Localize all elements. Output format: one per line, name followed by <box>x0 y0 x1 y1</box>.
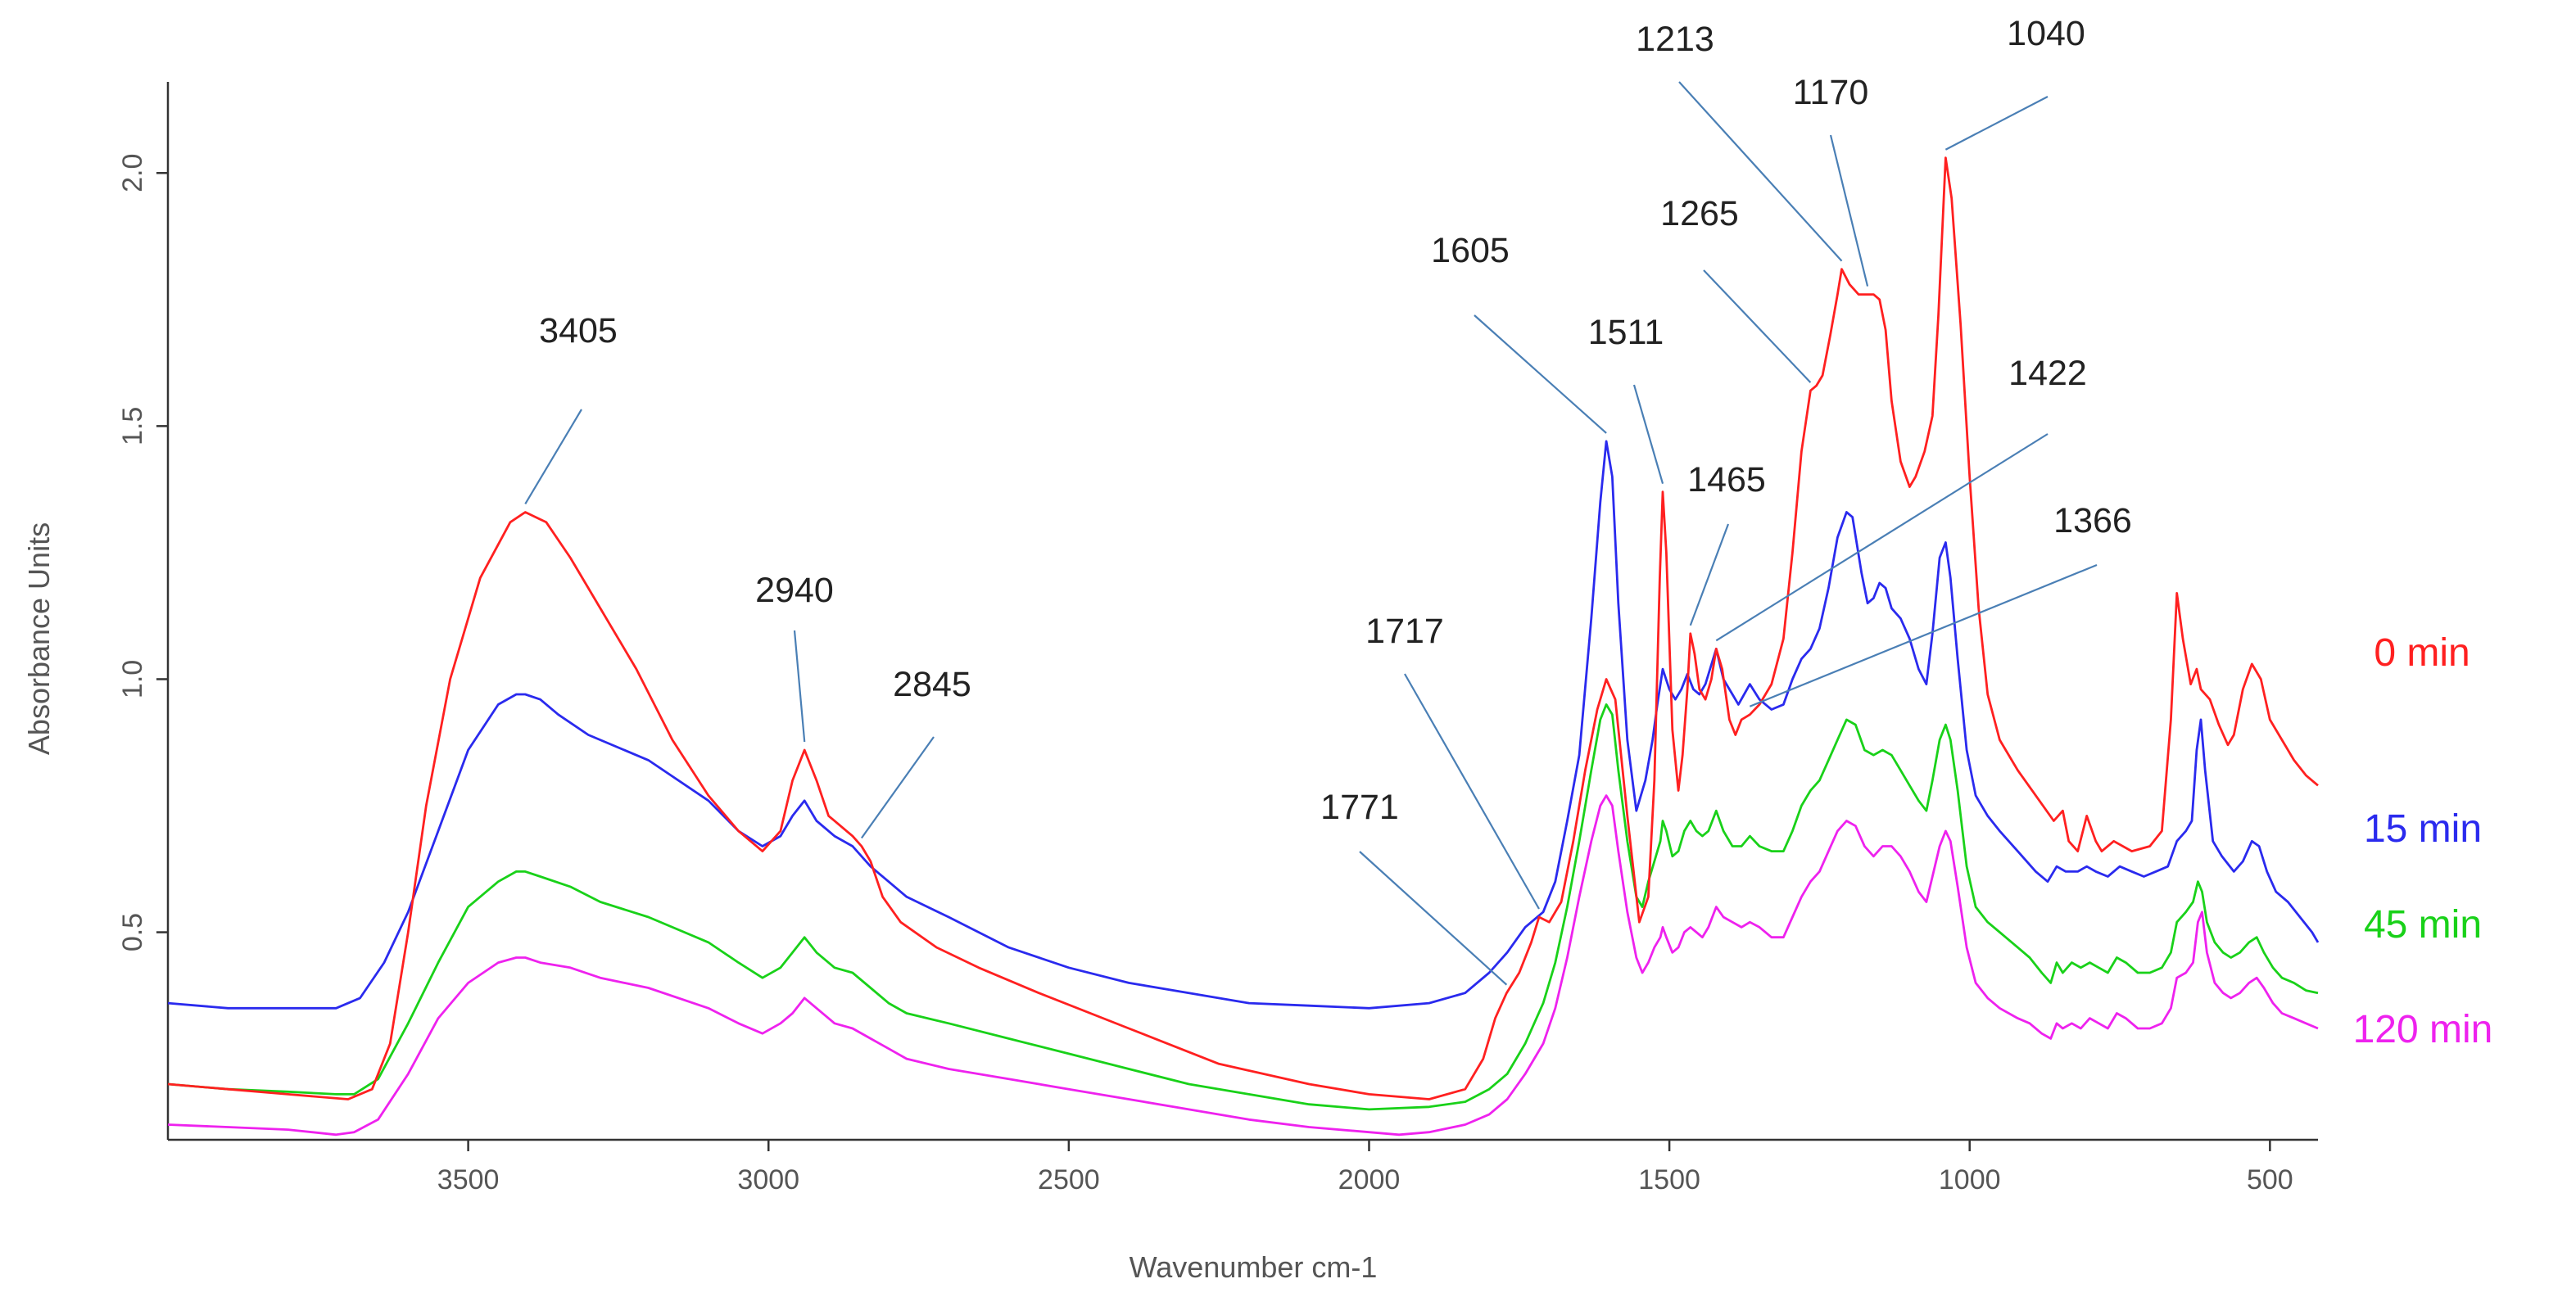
x-tick-label: 1500 <box>1638 1164 1700 1195</box>
legend-label-120-min: 120 min <box>2353 1008 2493 1051</box>
y-axis-title: Absorbance Units <box>22 522 56 755</box>
peak-label: 2845 <box>893 665 971 704</box>
legend-label-15-min: 15 min <box>2364 807 2482 851</box>
peak-label: 1511 <box>1588 313 1664 352</box>
x-tick-label: 1000 <box>1939 1164 2001 1195</box>
y-tick-label: 0.5 <box>117 913 148 951</box>
x-tick-label: 3000 <box>737 1164 799 1195</box>
legend-group: 0 min 15 min 45 min 120 min <box>2353 631 2493 1051</box>
peak-leader-line <box>1632 384 1664 485</box>
peak-label: 1040 <box>2007 14 2085 53</box>
peak-leader-line <box>1703 269 1812 383</box>
peak-label: 2940 <box>755 571 834 610</box>
peak-label: 1717 <box>1365 612 1444 651</box>
annotations-group: 3405 2940 2845 1771 1717 1605 1511 1465 1422 1366… <box>524 14 2132 986</box>
axes-group: 3500 3000 2500 2000 1500 1000 500 0.5 1.0 1.5 2.0 <box>117 82 2318 1195</box>
peak-label: 1265 <box>1660 194 1739 233</box>
x-tick-label: 2000 <box>1338 1164 1401 1195</box>
peak-leader-line <box>1715 433 2049 642</box>
peak-label: 3405 <box>539 311 618 350</box>
legend-label-0-min: 0 min <box>2374 631 2470 675</box>
y-tick-label: 2.0 <box>117 154 148 192</box>
peak-label: 1213 <box>1636 20 1714 59</box>
peak-label: 1605 <box>1431 231 1510 270</box>
peak-label: 1170 <box>1793 73 1868 112</box>
peak-label: 1771 <box>1320 788 1399 827</box>
x-tick-label: 3500 <box>437 1164 500 1195</box>
y-tick-label: 1.0 <box>117 660 148 698</box>
peak-leader-line <box>793 630 806 743</box>
peak-leader-line <box>1474 314 1607 434</box>
x-tick-label: 500 <box>2247 1164 2293 1195</box>
series-line-15-min <box>167 440 2320 1010</box>
peak-leader-line <box>1404 673 1540 910</box>
y-tick-label: 1.5 <box>117 407 148 445</box>
series-line-0-min <box>167 156 2319 1100</box>
series-line-120-min <box>167 794 2319 1137</box>
x-axis-title: Wavenumber cm-1 <box>1130 1250 1378 1284</box>
peak-leader-line <box>1359 851 1508 986</box>
legend-label-45-min: 45 min <box>2364 903 2482 947</box>
peak-label: 1465 <box>1687 460 1766 499</box>
peak-leader-line <box>1944 96 2049 151</box>
peak-label: 1366 <box>2053 501 2132 540</box>
peak-leader-line <box>524 409 582 505</box>
series-group <box>167 156 2320 1137</box>
peak-leader-line <box>1749 563 2098 707</box>
series-line-45-min <box>167 703 2319 1111</box>
peak-leader-line <box>1678 81 1843 262</box>
peak-label: 1422 <box>2008 354 2087 393</box>
peak-leader-line <box>1689 523 1730 626</box>
peak-leader-line <box>860 736 935 839</box>
x-tick-label: 2500 <box>1038 1164 1100 1195</box>
peak-leader-line <box>1829 134 1869 287</box>
